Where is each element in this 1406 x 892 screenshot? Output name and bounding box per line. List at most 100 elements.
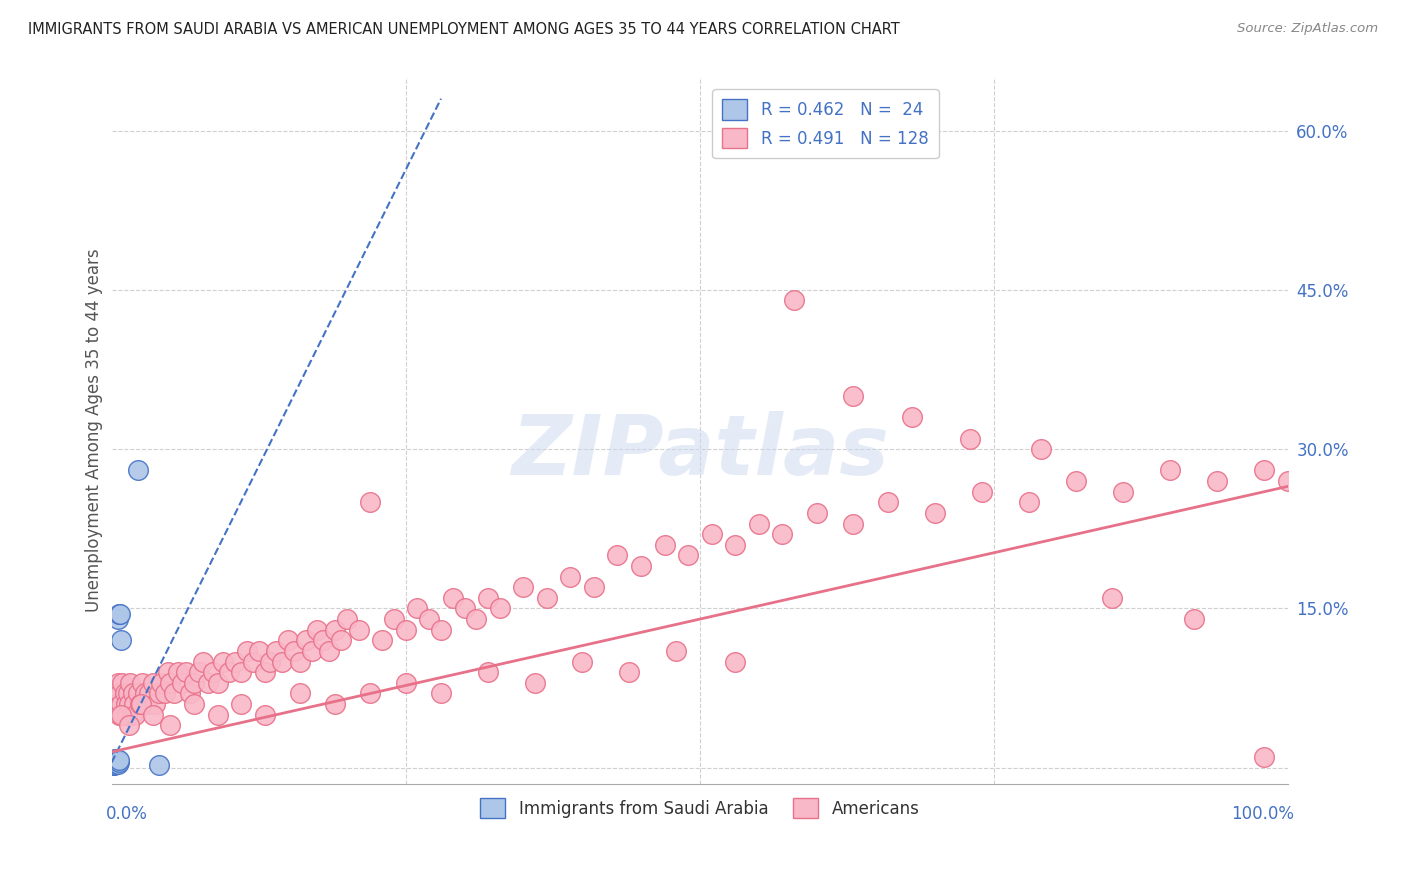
Point: [153, 686, 176, 700]
Point: [283, 644, 305, 658]
Point: [665, 644, 688, 658]
Point: [288, 686, 311, 700]
Point: [104, 755, 127, 769]
Point: [229, 665, 252, 680]
Point: [1029, 442, 1052, 457]
Point: [271, 655, 294, 669]
Point: [105, 755, 128, 769]
Point: [107, 612, 129, 626]
Point: [131, 676, 153, 690]
Point: [877, 495, 900, 509]
Point: [259, 655, 281, 669]
Point: [924, 506, 946, 520]
Point: [212, 655, 235, 669]
Point: [179, 686, 201, 700]
Text: Source: ZipAtlas.com: Source: ZipAtlas.com: [1237, 22, 1378, 36]
Point: [114, 686, 136, 700]
Point: [1182, 612, 1205, 626]
Point: [359, 495, 381, 509]
Point: [107, 756, 129, 771]
Point: [382, 612, 405, 626]
Point: [143, 697, 166, 711]
Point: [127, 686, 149, 700]
Point: [395, 676, 418, 690]
Point: [101, 756, 124, 770]
Point: [107, 756, 129, 770]
Point: [229, 697, 252, 711]
Point: [107, 707, 129, 722]
Point: [124, 707, 146, 722]
Point: [127, 463, 149, 477]
Point: [724, 538, 747, 552]
Point: [700, 527, 723, 541]
Point: [418, 612, 440, 626]
Point: [441, 591, 464, 605]
Point: [105, 756, 128, 770]
Point: [172, 676, 194, 690]
Point: [330, 633, 353, 648]
Point: [115, 707, 138, 722]
Point: [294, 633, 316, 648]
Point: [318, 644, 340, 658]
Point: [218, 665, 240, 680]
Point: [103, 753, 125, 767]
Point: [571, 655, 593, 669]
Point: [108, 686, 131, 700]
Text: 100.0%: 100.0%: [1230, 805, 1294, 823]
Text: IMMIGRANTS FROM SAUDI ARABIA VS AMERICAN UNEMPLOYMENT AMONG AGES 35 TO 44 YEARS : IMMIGRANTS FROM SAUDI ARABIA VS AMERICAN…: [28, 22, 900, 37]
Point: [157, 665, 180, 680]
Point: [1253, 463, 1275, 477]
Point: [312, 633, 335, 648]
Point: [253, 707, 276, 722]
Point: [103, 757, 125, 772]
Point: [107, 676, 129, 690]
Point: [104, 752, 127, 766]
Point: [110, 633, 132, 648]
Point: [142, 707, 165, 722]
Point: [288, 655, 311, 669]
Point: [122, 697, 145, 711]
Point: [783, 293, 806, 308]
Point: [841, 389, 863, 403]
Point: [201, 665, 224, 680]
Point: [1277, 474, 1299, 488]
Point: [129, 697, 152, 711]
Point: [104, 697, 127, 711]
Point: [101, 756, 124, 771]
Point: [654, 538, 676, 552]
Point: [112, 707, 135, 722]
Point: [118, 697, 141, 711]
Point: [207, 676, 229, 690]
Point: [117, 686, 139, 700]
Text: ZIPatlas: ZIPatlas: [510, 411, 889, 492]
Point: [307, 623, 329, 637]
Point: [105, 752, 128, 766]
Point: [724, 655, 747, 669]
Point: [242, 655, 264, 669]
Point: [134, 686, 156, 700]
Point: [1112, 484, 1135, 499]
Point: [148, 757, 170, 772]
Point: [150, 676, 173, 690]
Point: [582, 580, 605, 594]
Point: [104, 756, 127, 770]
Y-axis label: Unemployment Among Ages 35 to 44 years: Unemployment Among Ages 35 to 44 years: [86, 249, 103, 613]
Point: [1064, 474, 1087, 488]
Point: [806, 506, 828, 520]
Point: [183, 697, 205, 711]
Point: [748, 516, 770, 531]
Point: [1253, 750, 1275, 764]
Point: [187, 665, 209, 680]
Point: [841, 516, 863, 531]
Point: [163, 686, 186, 700]
Point: [110, 707, 132, 722]
Point: [224, 655, 246, 669]
Point: [524, 676, 547, 690]
Point: [477, 591, 499, 605]
Legend: Immigrants from Saudi Arabia, Americans: Immigrants from Saudi Arabia, Americans: [474, 791, 927, 825]
Point: [406, 601, 429, 615]
Point: [110, 697, 132, 711]
Point: [465, 612, 488, 626]
Point: [395, 623, 418, 637]
Point: [1206, 474, 1229, 488]
